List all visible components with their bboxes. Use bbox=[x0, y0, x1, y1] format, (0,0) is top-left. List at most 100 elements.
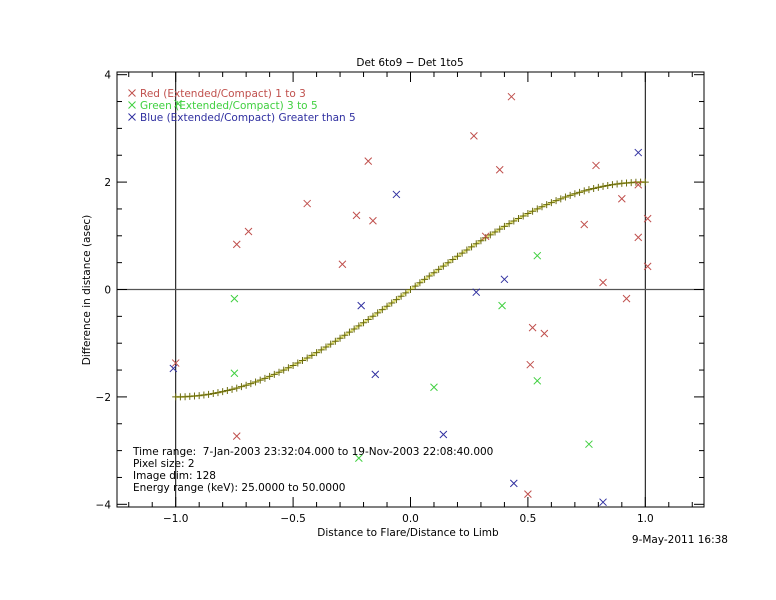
model-curve-point bbox=[557, 195, 565, 203]
data-point bbox=[472, 288, 481, 297]
model-curve-point bbox=[576, 188, 584, 196]
model-curve-point bbox=[205, 390, 213, 398]
model-curve-point bbox=[500, 222, 508, 230]
legend-marker-icon bbox=[128, 89, 136, 97]
model-curve-point bbox=[275, 368, 283, 376]
model-curve-point bbox=[298, 357, 306, 365]
model-curve-point bbox=[355, 322, 363, 330]
model-curve-point bbox=[599, 182, 607, 190]
chart-title: Det 6to9 − Det 1to5 bbox=[356, 57, 463, 69]
data-point bbox=[171, 359, 180, 367]
model-curve-point bbox=[608, 181, 616, 189]
model-curve-point bbox=[317, 346, 325, 354]
model-curve-point bbox=[392, 296, 400, 304]
model-curve-point bbox=[444, 259, 452, 267]
data-point bbox=[303, 199, 312, 208]
model-curve-point bbox=[200, 391, 208, 399]
model-curve-point bbox=[580, 187, 588, 195]
model-curve-point bbox=[294, 359, 302, 367]
model-curve-point bbox=[331, 337, 339, 345]
data-point bbox=[244, 227, 253, 236]
model-curve-point bbox=[566, 191, 574, 199]
model-curve-point bbox=[350, 325, 358, 333]
model-curve-point bbox=[421, 275, 429, 283]
y-tick-label: 2 bbox=[104, 177, 111, 189]
data-point bbox=[230, 294, 239, 303]
model-curve-point bbox=[571, 190, 579, 198]
model-curve-point bbox=[482, 234, 490, 242]
data-point bbox=[371, 370, 380, 379]
x-tick-label: 0.5 bbox=[520, 513, 537, 525]
model-curve-point bbox=[327, 340, 335, 348]
model-curve bbox=[172, 178, 649, 401]
model-curve-point bbox=[383, 302, 391, 310]
model-curve-point bbox=[425, 272, 433, 280]
model-curve-point bbox=[543, 201, 551, 209]
model-curve-point bbox=[313, 349, 321, 357]
model-curve-point bbox=[242, 381, 250, 389]
model-curve-point bbox=[561, 193, 569, 201]
data-point bbox=[533, 251, 542, 260]
data-point bbox=[580, 220, 589, 229]
legend-entry: Red (Extended/Compact) 1 to 3 bbox=[140, 88, 306, 100]
y-tick-label: 4 bbox=[104, 70, 111, 82]
model-curve-point bbox=[411, 282, 419, 290]
legend-entry: Green (Extended/Compact) 3 to 5 bbox=[140, 100, 318, 112]
model-curve-point bbox=[505, 220, 513, 228]
data-point bbox=[634, 233, 643, 242]
data-point bbox=[392, 190, 401, 199]
data-point bbox=[500, 275, 509, 284]
x-tick-label: −1.0 bbox=[163, 513, 189, 525]
model-curve-point bbox=[515, 214, 523, 222]
model-curve-point bbox=[491, 228, 499, 236]
data-point bbox=[352, 211, 361, 220]
data-point bbox=[509, 479, 518, 488]
data-point bbox=[524, 490, 532, 498]
x-tick-label: −0.5 bbox=[280, 513, 306, 525]
model-curve-point bbox=[585, 186, 593, 194]
model-curve-point bbox=[439, 262, 447, 270]
data-point bbox=[526, 360, 535, 369]
timestamp: 9-May-2011 16:38 bbox=[632, 534, 728, 546]
model-curve-point bbox=[477, 237, 485, 245]
data-point bbox=[470, 132, 478, 140]
y-tick-label: 0 bbox=[104, 285, 111, 297]
model-curve-point bbox=[237, 383, 245, 391]
axes: −1.0 −0.5 0.0 0.5 1.0 −4 −2 0 2 4 bbox=[96, 70, 705, 525]
model-curve-point bbox=[360, 319, 368, 327]
model-curve-point bbox=[374, 309, 382, 317]
data-point bbox=[364, 157, 373, 166]
model-curve-point bbox=[345, 328, 353, 336]
model-curve-point bbox=[341, 331, 349, 339]
data-point bbox=[585, 440, 593, 449]
data-point bbox=[338, 260, 347, 269]
model-curve-point bbox=[214, 389, 222, 397]
data-point bbox=[357, 301, 366, 310]
legend-entry: Blue (Extended/Compact) Greater than 5 bbox=[140, 112, 356, 124]
model-curve-point bbox=[336, 334, 344, 342]
data-point bbox=[634, 148, 643, 157]
data-point bbox=[622, 294, 631, 303]
data-point bbox=[174, 99, 182, 108]
y-tick-label: −2 bbox=[96, 392, 111, 404]
model-curve-point bbox=[472, 240, 480, 248]
data-point bbox=[430, 383, 438, 392]
model-curve-point bbox=[378, 306, 386, 314]
model-curve-point bbox=[388, 299, 396, 307]
model-curve-point bbox=[538, 203, 546, 211]
data-point bbox=[634, 180, 643, 189]
model-curve-point bbox=[407, 286, 414, 293]
model-curve-point bbox=[303, 354, 311, 362]
legend-marker-icon bbox=[128, 101, 136, 109]
model-curve-point bbox=[195, 392, 203, 400]
model-curve-point bbox=[256, 376, 264, 384]
data-point bbox=[599, 498, 607, 507]
x-tick-label: 0.0 bbox=[402, 513, 419, 525]
data-point bbox=[498, 301, 506, 310]
model-curve-point bbox=[280, 366, 288, 374]
model-curve-point bbox=[453, 252, 461, 260]
model-curve-point bbox=[519, 212, 527, 220]
annotation-line: Pixel size: 2 bbox=[133, 458, 195, 470]
x-axis-label: Distance to Flare/Distance to Limb bbox=[317, 527, 499, 539]
